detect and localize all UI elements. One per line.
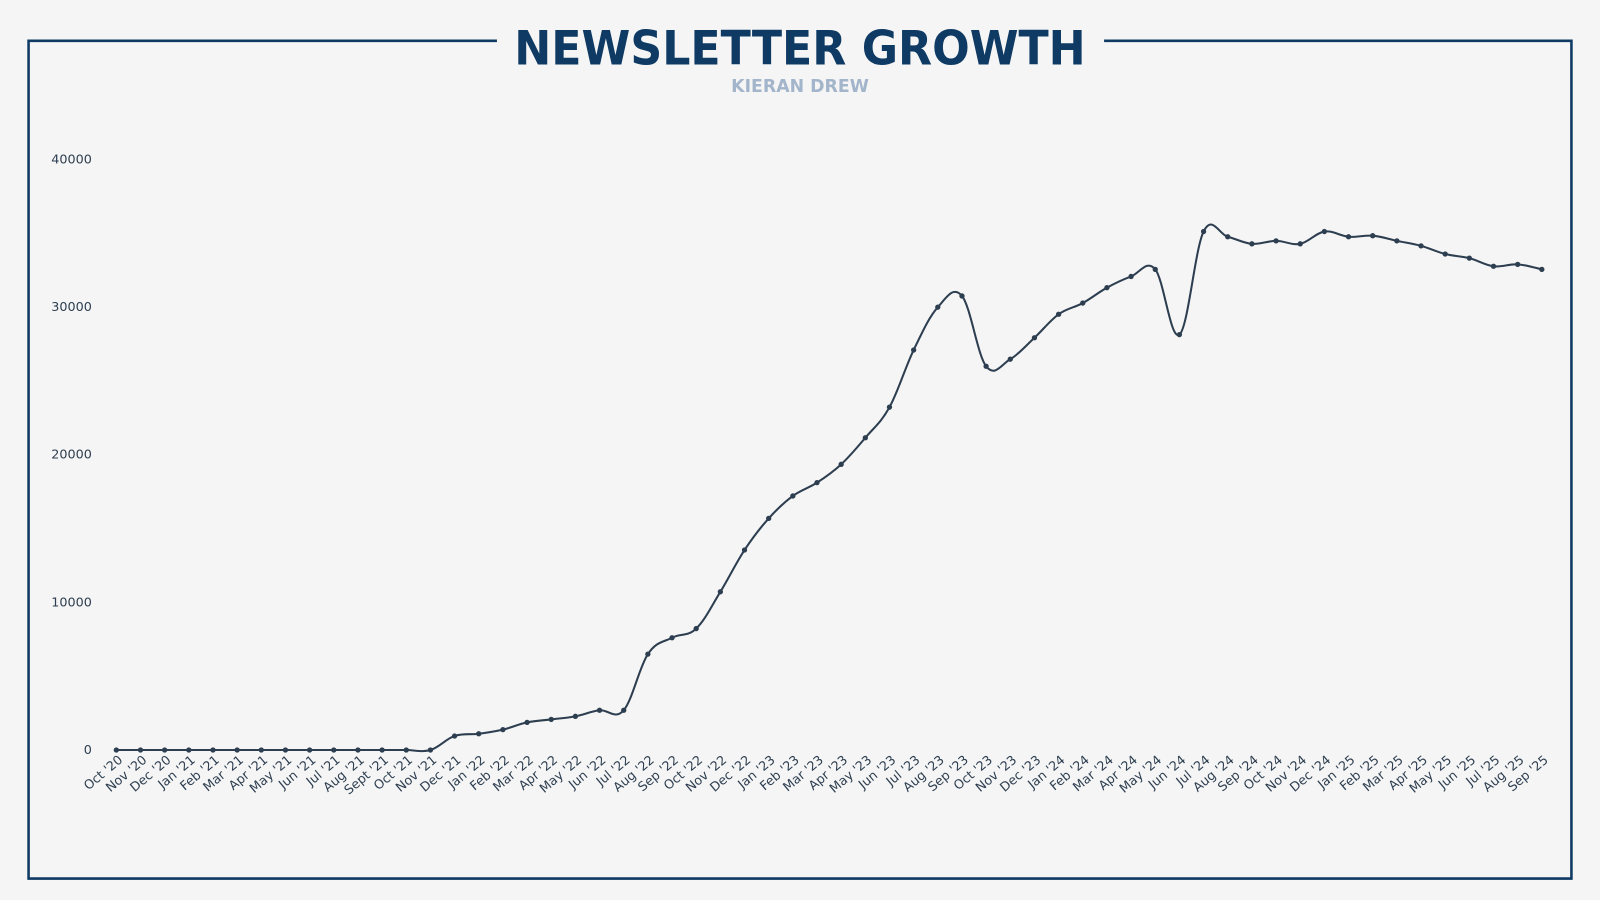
data-point (910, 347, 917, 353)
data-point (886, 404, 893, 410)
data-point (572, 713, 579, 719)
data-point (1031, 335, 1038, 341)
data-point (355, 747, 361, 753)
data-point (234, 747, 240, 753)
data-point (1176, 332, 1183, 338)
y-tick-label: 20000 (51, 448, 92, 463)
data-point (1128, 273, 1134, 280)
data-point (1152, 266, 1158, 273)
y-tick-label: 0 (84, 743, 92, 758)
data-point (1321, 228, 1328, 235)
data-point (1249, 241, 1255, 247)
chart-frame (27, 39, 1573, 880)
data-point (1345, 234, 1352, 240)
data-point (258, 747, 264, 753)
y-tick-label: 10000 (51, 595, 92, 610)
y-tick-label: 30000 (51, 300, 92, 315)
chart-subtitle: KIERAN DREW (731, 77, 869, 97)
y-tick-label: 40000 (51, 152, 92, 167)
data-point (1418, 243, 1424, 249)
data-point (1394, 238, 1400, 244)
data-point (1200, 228, 1207, 235)
data-point (1466, 255, 1473, 261)
data-point (790, 493, 796, 499)
data-point (1539, 266, 1545, 273)
data-point (548, 716, 554, 723)
data-point (717, 589, 724, 595)
data-point (476, 731, 482, 737)
data-point (693, 625, 699, 632)
data-point (282, 747, 289, 753)
data-point (331, 747, 337, 753)
data-point (645, 651, 651, 657)
data-point (113, 747, 119, 753)
data-point (669, 635, 675, 641)
data-point (1370, 233, 1376, 239)
data-point (1490, 263, 1497, 269)
data-point (1104, 285, 1110, 291)
data-point (403, 747, 409, 753)
data-point (1055, 311, 1062, 317)
data-point (766, 515, 772, 522)
data-point (1225, 234, 1231, 240)
data-point (596, 707, 603, 713)
chart-title: NEWSLETTER GROWTH (514, 21, 1085, 76)
data-point (1080, 300, 1086, 306)
data-point (379, 747, 385, 753)
data-point (814, 480, 820, 486)
data-point (621, 707, 627, 713)
data-point (1297, 241, 1303, 247)
data-point (1007, 356, 1013, 362)
data-point (210, 747, 216, 753)
data-point (1442, 251, 1448, 257)
data-point (935, 304, 941, 310)
data-point (137, 747, 144, 753)
data-point (862, 435, 868, 441)
data-point (741, 547, 748, 553)
data-point (451, 733, 458, 739)
data-point (427, 747, 434, 753)
data-point (1515, 261, 1521, 268)
data-point (1273, 238, 1279, 244)
data-point (161, 747, 168, 753)
data-point (524, 719, 530, 726)
data-point (983, 363, 989, 369)
data-point (838, 461, 844, 467)
data-point (306, 747, 313, 753)
data-point (959, 293, 965, 299)
data-point (186, 747, 192, 753)
data-point (500, 726, 506, 733)
